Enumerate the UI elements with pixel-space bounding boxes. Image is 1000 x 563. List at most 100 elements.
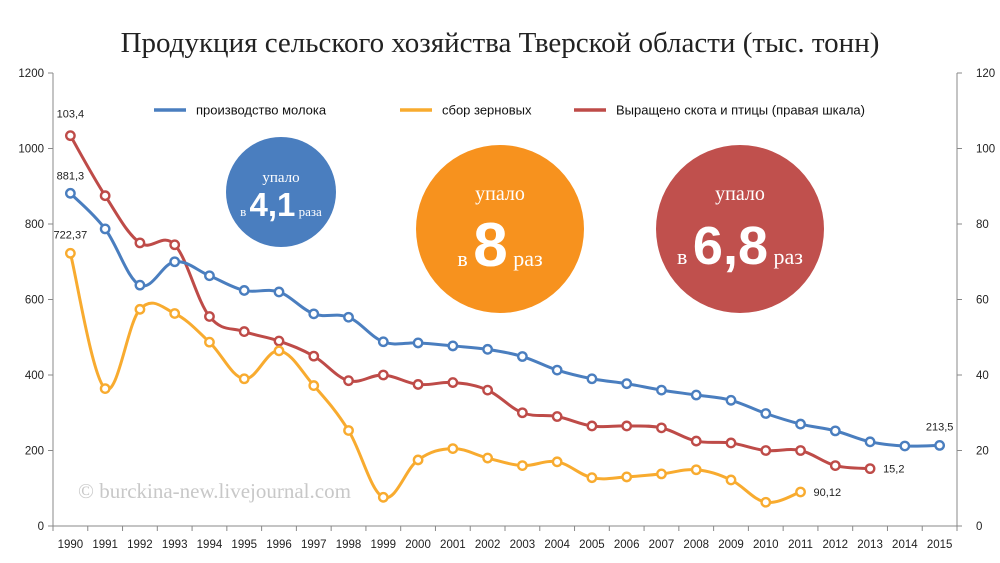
data-point — [64, 247, 76, 259]
data-point — [795, 418, 806, 430]
legend-label: Выращено скота и птицы (правая шкала) — [616, 103, 865, 118]
data-point — [308, 308, 320, 320]
bubble-prefix: в — [240, 204, 249, 219]
data-point — [169, 256, 181, 268]
watermark-text: © burckina-new.livejournal.com — [78, 479, 351, 503]
data-point — [864, 463, 876, 475]
y-left-tick-label: 200 — [25, 446, 44, 458]
data-point — [795, 486, 806, 498]
x-tick-label: 2007 — [649, 539, 675, 551]
x-tick-label: 2013 — [857, 539, 883, 551]
data-point — [377, 336, 389, 348]
series-0 — [64, 187, 946, 452]
data-point — [690, 464, 702, 476]
data-point — [412, 337, 424, 349]
bubble-suffix: раз — [508, 246, 543, 271]
data-point — [343, 375, 354, 387]
data-point — [169, 239, 181, 251]
data-point — [899, 440, 911, 452]
x-tick-label: 2008 — [683, 539, 709, 551]
data-point — [516, 407, 528, 419]
data-point — [621, 378, 633, 390]
data-point — [516, 460, 528, 471]
data-label: 881,3 — [57, 170, 85, 182]
data-point — [64, 187, 76, 199]
data-point — [238, 373, 250, 385]
bubble-circle — [226, 137, 336, 247]
y-left-tick-label: 600 — [25, 295, 44, 307]
data-point — [690, 435, 702, 447]
bubble-suffix: раз — [768, 244, 803, 269]
data-point — [204, 270, 215, 282]
data-label: 103,4 — [57, 109, 85, 121]
bubble-top-text: упало — [475, 183, 525, 205]
bubble-prefix: в — [677, 244, 693, 269]
data-point — [656, 384, 667, 396]
legend-entry: производство молока — [154, 103, 327, 118]
x-tick-label: 1999 — [371, 539, 397, 551]
data-point — [134, 303, 146, 315]
x-tick-label: 2004 — [544, 539, 570, 551]
x-tick-label: 2003 — [510, 539, 536, 551]
x-tick-label: 2010 — [753, 539, 779, 551]
data-point — [238, 326, 250, 337]
y-left-tick-label: 800 — [25, 219, 44, 231]
x-tick-label: 2005 — [579, 539, 605, 551]
data-point — [760, 496, 772, 508]
y-right-tick-label: 40 — [976, 370, 989, 382]
data-point — [377, 491, 389, 503]
data-point — [586, 420, 598, 432]
data-point — [551, 411, 563, 422]
data-point — [516, 351, 528, 362]
x-tick-label: 1994 — [197, 539, 223, 551]
data-point — [343, 425, 354, 436]
data-point — [482, 343, 494, 355]
data-point — [447, 377, 459, 388]
data-point — [551, 456, 563, 468]
y-left-tick-label: 1000 — [18, 144, 44, 156]
data-point — [64, 130, 76, 142]
bubble-callout: упало в 6,8 раз — [656, 145, 824, 313]
data-point — [760, 408, 772, 419]
data-point — [656, 422, 667, 434]
x-tick-label: 2012 — [823, 539, 849, 551]
data-point — [482, 384, 494, 396]
bubble-main-text: в 8 раз — [457, 211, 542, 280]
data-point — [621, 420, 633, 432]
bubble-top-text: упало — [262, 170, 299, 186]
data-point — [99, 223, 111, 235]
data-point — [273, 345, 285, 357]
bubble-main-text: в 6,8 раз — [677, 216, 803, 276]
data-point — [829, 460, 841, 471]
legend-entry: Выращено скота и птицы (правая шкала) — [574, 103, 865, 118]
legend-entry: сбор зерновых — [400, 103, 532, 118]
y-left-tick-label: 0 — [38, 521, 44, 533]
data-point — [656, 468, 667, 480]
bubble-value: 6,8 — [693, 216, 768, 276]
data-point — [621, 471, 633, 483]
data-label: 15,2 — [883, 464, 904, 476]
data-point — [864, 436, 876, 448]
x-tick-label: 1998 — [336, 539, 362, 551]
data-point — [725, 394, 737, 406]
data-point — [308, 380, 320, 391]
x-tick-label: 1990 — [58, 539, 84, 551]
bubble-value: 8 — [473, 211, 507, 280]
series-1 — [64, 247, 806, 508]
data-point — [134, 237, 146, 249]
data-point — [934, 440, 946, 451]
data-point — [447, 443, 459, 455]
data-label: 213,5 — [926, 421, 954, 433]
x-tick-label: 1997 — [301, 539, 327, 551]
data-point — [377, 369, 389, 381]
data-point — [99, 190, 111, 202]
x-tick-label: 2011 — [788, 539, 813, 551]
data-point — [412, 454, 424, 466]
x-tick-label: 2009 — [718, 539, 744, 551]
data-point — [343, 311, 354, 323]
bubble-suffix: раза — [295, 204, 322, 219]
data-point — [273, 286, 285, 298]
data-point — [99, 383, 111, 394]
x-tick-label: 2015 — [927, 539, 953, 551]
